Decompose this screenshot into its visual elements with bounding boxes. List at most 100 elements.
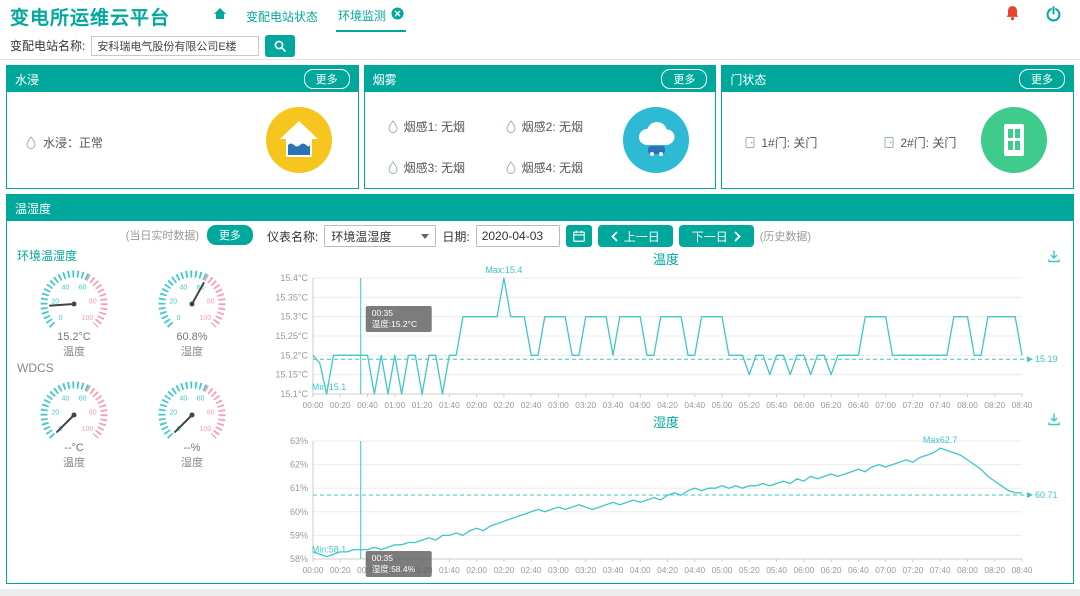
calendar-button[interactable] [565, 225, 592, 247]
station-name-label: 变配电站名称: [10, 39, 86, 53]
chart-text: 04:20 [657, 565, 678, 575]
chart-text: 08:20 [984, 565, 1005, 575]
app-title: 变电所运维云平台 [10, 7, 171, 29]
temperature-chart[interactable]: 15.4°C 15.35°C 15.3°C 15.25°C 15.2°C 15.15°C 1… [267, 265, 1062, 412]
next-day-label: 下一日 [691, 229, 728, 244]
tab-env-monitor[interactable]: 环境监测 [336, 0, 407, 32]
download-icon[interactable] [1047, 412, 1061, 431]
power-icon[interactable] [1045, 5, 1062, 27]
chart-text: 00:00 [303, 400, 324, 410]
chart-text: 00:35 [372, 308, 394, 318]
chart-text: 08:00 [957, 565, 978, 575]
humidity-chart[interactable]: 63%62%61%60%59%58%00:0000:2000:4001:0001… [267, 429, 1062, 577]
tab-label: 环境监测 [338, 8, 387, 23]
droplet-icon [506, 161, 516, 174]
chart-text: 0 [177, 315, 181, 322]
droplet-icon [26, 136, 36, 149]
chart-text: 40 [61, 285, 69, 292]
gauge-column: (当日实时数据) 更多 环境温湿度 0 20 40 60 80 100 15.2°C 温度… [7, 221, 259, 583]
meter-select[interactable]: 环境温湿度 [324, 225, 437, 247]
tab-station-status[interactable]: 变配电站状态 [244, 0, 320, 32]
chart-text: 60.71 [1035, 490, 1058, 500]
chart-text: 15.25°C [275, 331, 308, 341]
chart-text: 80 [89, 410, 97, 417]
home-icon[interactable] [212, 6, 228, 27]
chart-path [158, 270, 208, 328]
chart-text: 02:20 [494, 565, 515, 575]
prev-day-label: 上一日 [623, 229, 660, 244]
smoke-sensor-item: 烟感4: 无烟 [505, 159, 623, 176]
chart-path [1027, 492, 1033, 499]
chart-text: 59% [290, 530, 308, 540]
chart-text: 63% [290, 436, 308, 446]
chart-text: 01:40 [439, 565, 460, 575]
chart-polyline [312, 277, 1023, 395]
chart-text: 02:40 [521, 565, 542, 575]
chart-text: 06:20 [821, 565, 842, 575]
chart-text: 40 [179, 285, 187, 292]
chart-text: 00:00 [303, 565, 324, 575]
chart-text: 03:20 [575, 565, 596, 575]
chart-text: 05:00 [712, 400, 733, 410]
smoke-sensor-label: 烟感1: 无烟 [403, 120, 466, 134]
chart-text: Max:15.4 [485, 265, 522, 275]
chart-polyline [312, 447, 1022, 558]
chart-text: 15.19 [1035, 354, 1058, 364]
chart-text: 100 [200, 315, 212, 322]
prev-day-button[interactable]: 上一日 [597, 225, 673, 247]
water-panel-title: 水浸 [15, 72, 40, 87]
chart-controls: 仪表名称: 环境温湿度 日期: 上一日 下一日 (历史数据 [267, 223, 1065, 249]
chart-path [40, 381, 90, 439]
next-day-button[interactable]: 下一日 [678, 225, 754, 247]
chart-text: 20 [169, 410, 177, 417]
chart-text: 15.2°C [280, 350, 308, 360]
station-bar: 变配电站名称: [0, 32, 1080, 60]
bell-icon[interactable] [1004, 5, 1021, 27]
chart-text: 60% [290, 507, 308, 517]
status-panels: 水浸 更多 水浸：正常 烟雾 更多 烟感1: 无烟 [0, 60, 1080, 189]
chart-text: 15.1°C [280, 389, 308, 399]
chart-text: 04:00 [630, 565, 651, 575]
chart-text: 03:20 [575, 400, 596, 410]
chart-text: 06:40 [848, 565, 869, 575]
chart-rect [365, 306, 432, 332]
chart-text: 61% [290, 483, 308, 493]
chart-text: 01:00 [384, 400, 405, 410]
temperature-gauge: 0 20 40 60 80 100 15.2°C 温度 [15, 264, 133, 359]
chart-text: 02:00 [466, 400, 487, 410]
gauge-group1-label: 环境温湿度 [17, 249, 78, 263]
chart-text: 01:40 [439, 400, 460, 410]
chart-text: 80 [207, 410, 215, 417]
gauges-more-button[interactable]: 更多 [207, 225, 253, 245]
search-button[interactable] [265, 34, 296, 57]
date-input[interactable] [475, 225, 560, 247]
realtime-note: (当日实时数据) [125, 230, 199, 242]
chart-text: 0 [59, 315, 63, 322]
download-icon[interactable] [1047, 249, 1061, 268]
top-icons [1004, 5, 1070, 27]
chart-path [40, 270, 90, 328]
water-more-button[interactable]: 更多 [303, 69, 350, 89]
chart-text: 03:40 [603, 400, 624, 410]
chart-text: 01:20 [412, 400, 433, 410]
chart-text: 04:00 [630, 400, 651, 410]
gauge-value: --°C [64, 442, 84, 454]
chart-circle [189, 301, 195, 307]
chart-circle [71, 301, 77, 307]
chart-text: 15.35°C [275, 292, 308, 302]
chart-text: 15.15°C [275, 370, 308, 380]
chart-text: 08:40 [1012, 400, 1033, 410]
door-more-button[interactable]: 更多 [1019, 69, 1066, 89]
chart-text: 00:40 [357, 400, 378, 410]
chart-text: 80 [207, 299, 215, 306]
smoke-sensor-label: 烟感2: 无烟 [521, 120, 584, 134]
close-tab-icon[interactable] [391, 7, 404, 23]
chart-text: 06:20 [821, 400, 842, 410]
chart-text: 04:40 [684, 400, 705, 410]
smoke-sensor-label: 烟感3: 无烟 [403, 161, 466, 175]
smoke-more-button[interactable]: 更多 [661, 69, 708, 89]
chart-text: 温度:15.2°C [372, 319, 417, 329]
station-name-input[interactable] [91, 35, 260, 56]
